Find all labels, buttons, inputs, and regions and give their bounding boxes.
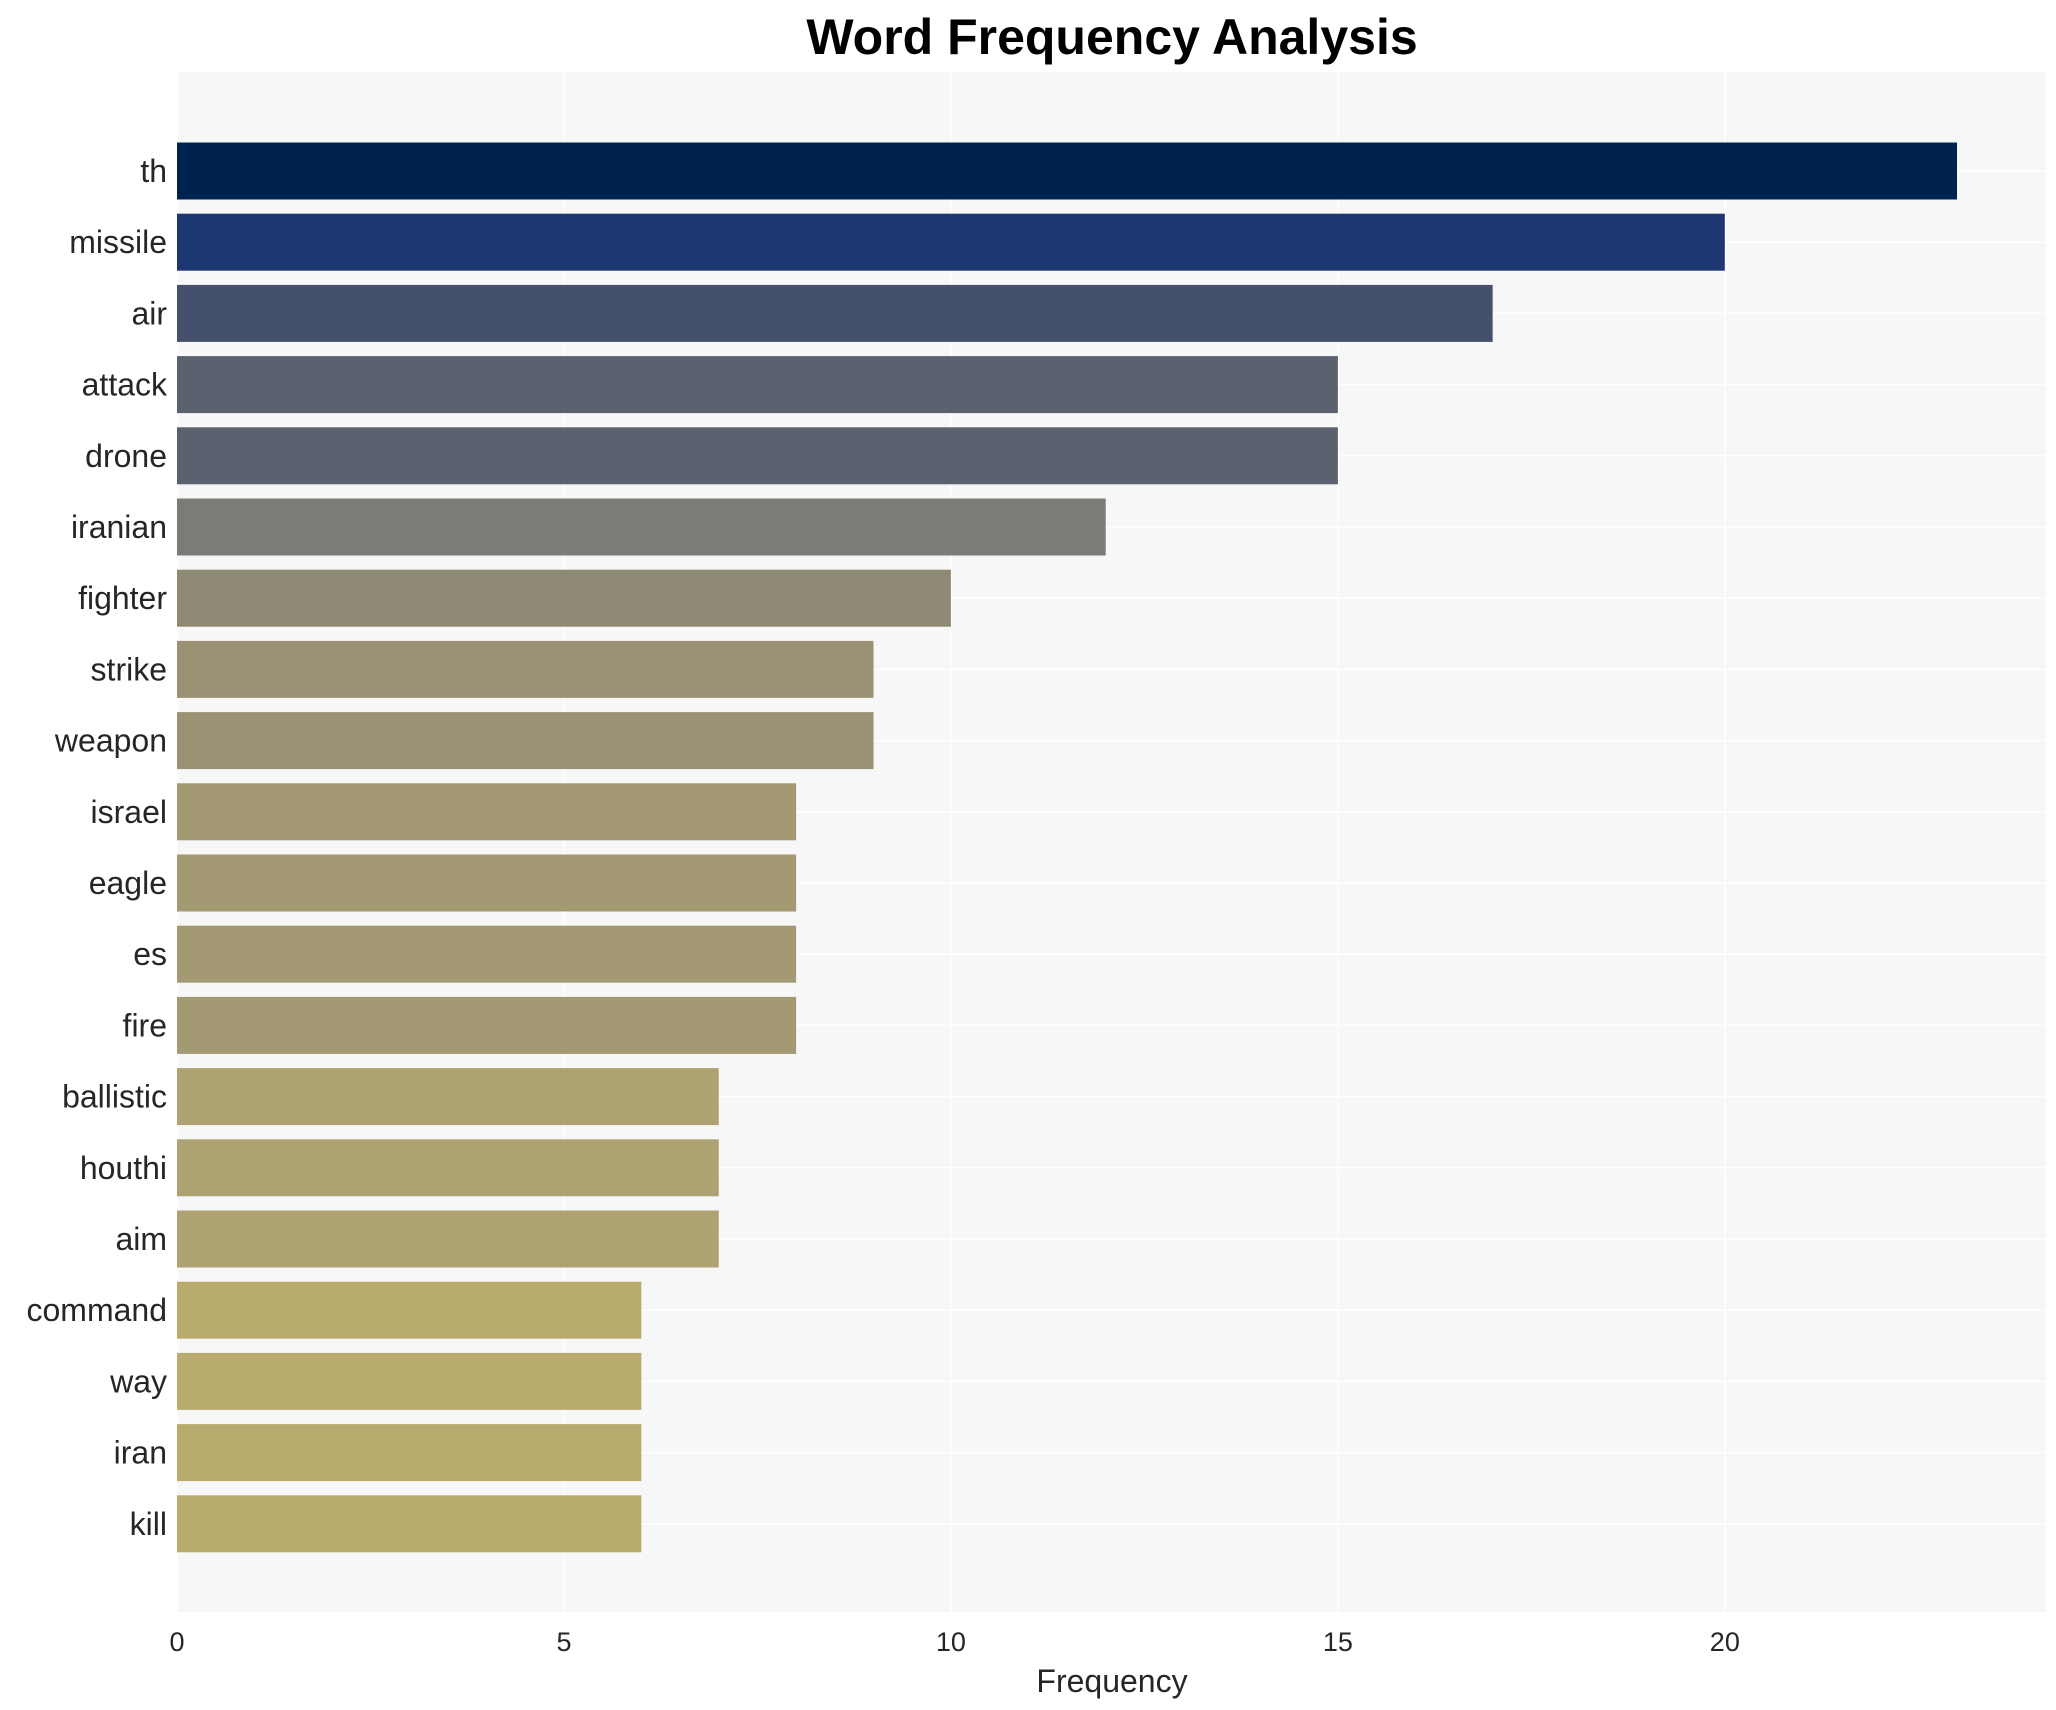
bar-eagle xyxy=(177,854,797,912)
bar-attack xyxy=(177,356,1338,414)
bar-kill xyxy=(177,1495,642,1553)
y-tick-label: es xyxy=(133,936,167,972)
bar-strike xyxy=(177,640,874,698)
y-tick-label: iranian xyxy=(71,509,167,545)
y-tick-label: aim xyxy=(115,1221,167,1257)
bar-way xyxy=(177,1352,642,1410)
bar-fire xyxy=(177,996,797,1054)
bar-command xyxy=(177,1281,642,1339)
bar-aim xyxy=(177,1210,719,1268)
y-tick-label: attack xyxy=(82,367,168,403)
bar-fighter xyxy=(177,569,951,627)
x-tick-label: 0 xyxy=(169,1627,184,1657)
y-tick-label: air xyxy=(131,295,167,331)
y-tick-label: eagle xyxy=(89,865,167,901)
y-tick-label: iran xyxy=(114,1435,167,1471)
y-tick-label: kill xyxy=(130,1506,167,1542)
x-tick-label: 20 xyxy=(1710,1627,1740,1657)
y-tick-label: drone xyxy=(85,438,167,474)
bar-drone xyxy=(177,427,1338,485)
bar-iran xyxy=(177,1424,642,1482)
y-tick-label: th xyxy=(140,153,167,189)
bar-iranian xyxy=(177,498,1106,556)
chart-title: Word Frequency Analysis xyxy=(806,9,1417,65)
y-tick-label: command xyxy=(27,1292,168,1328)
x-tick-label: 15 xyxy=(1323,1627,1353,1657)
y-tick-label: way xyxy=(109,1363,167,1399)
bar-es xyxy=(177,925,797,983)
bar-th xyxy=(177,142,1957,200)
bar-air xyxy=(177,284,1493,342)
bar-weapon xyxy=(177,712,874,770)
bar-israel xyxy=(177,783,797,841)
bar-houthi xyxy=(177,1139,719,1197)
x-axis-label: Frequency xyxy=(1036,1663,1187,1699)
bar-ballistic xyxy=(177,1068,719,1126)
bar-missile xyxy=(177,213,1725,271)
y-tick-label: fire xyxy=(123,1007,167,1043)
x-tick-label: 10 xyxy=(936,1627,966,1657)
x-tick-label: 5 xyxy=(556,1627,571,1657)
y-tick-label: houthi xyxy=(80,1150,167,1186)
y-tick-label: missile xyxy=(69,224,167,260)
y-tick-label: fighter xyxy=(78,580,167,616)
y-tick-label: weapon xyxy=(54,723,167,759)
y-tick-label: ballistic xyxy=(62,1079,167,1115)
y-tick-label: strike xyxy=(91,651,167,687)
y-tick-label: israel xyxy=(91,794,167,830)
